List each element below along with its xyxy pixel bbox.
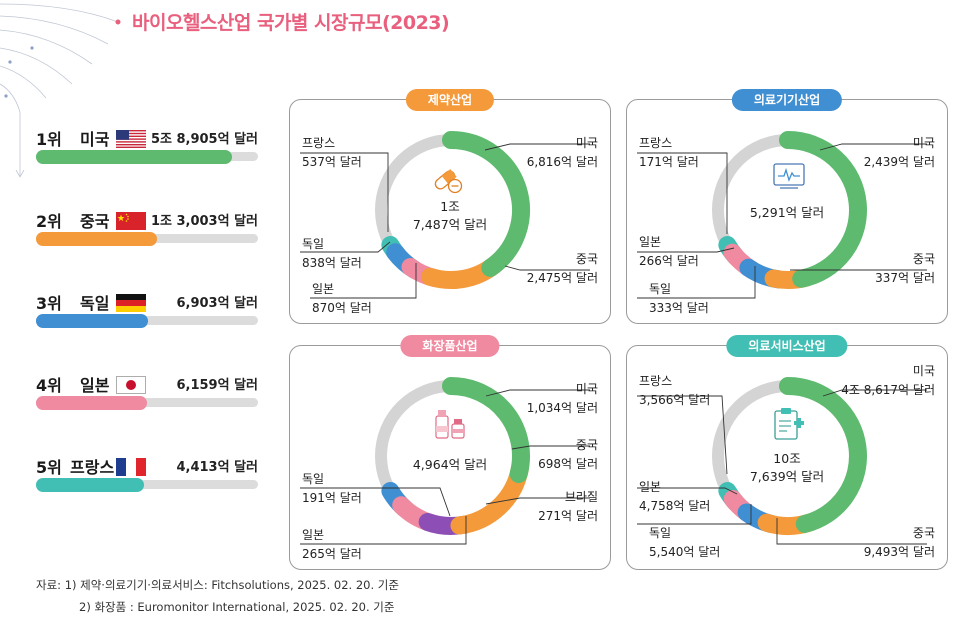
rank-bar-track <box>36 477 258 492</box>
rank-value: 5조 8,905억 달러 <box>150 132 258 147</box>
label-japan: 일본 265억 달러 <box>302 528 362 561</box>
cosmetics-panel: 화장품산업 미국 1,034억 달러 중국 698억 달러 브라질 271억 달러 일… <box>289 335 611 570</box>
rank-value: 4,413억 달러 <box>176 460 258 475</box>
panel-title: 의료기기산업 <box>731 89 843 111</box>
leader-lines <box>637 143 927 299</box>
rank-country: 독일 <box>80 294 110 313</box>
label-us: 미국 4조 8,617억 달러 <box>841 364 935 397</box>
service-donut-chart <box>637 377 927 545</box>
label-japan: 일본 266억 달러 <box>639 235 699 268</box>
cosmetics-icon <box>435 410 465 439</box>
rank-number: 5위 <box>36 458 62 477</box>
rank-country: 미국 <box>80 130 110 149</box>
donut-total: 5,291억 달러 <box>749 205 825 220</box>
monitor-icon <box>773 163 805 189</box>
rank-value: 6,903억 달러 <box>176 296 258 311</box>
rank-bar-track <box>36 149 258 164</box>
rank-row-germany: 3위 독일 6,903억 달러 <box>36 290 258 332</box>
source-note: 자료: 1) 제약·의료기기·의료서비스: Fitchsolutions, 20… <box>36 574 399 618</box>
france-flag-icon <box>116 458 146 476</box>
rank-bar-fill <box>36 477 144 492</box>
rank-row-japan: 4위 일본 6,159억 달러 <box>36 372 258 414</box>
source-line-2: 2) 화장품 : Euromonitor International, 2025… <box>79 600 395 614</box>
germany-flag-icon <box>116 294 146 312</box>
rank-bar-track <box>36 395 258 410</box>
label-germany: 독일 838억 달러 <box>302 237 362 270</box>
rank-bar-track <box>36 313 258 328</box>
label-germany: 독일 333억 달러 <box>649 282 709 315</box>
rank-bar-fill <box>36 313 149 328</box>
rank-row-us: 1위 미국 5조 8,905억 달러 <box>36 126 258 168</box>
clipboard-icon <box>774 408 804 440</box>
label-china: 중국 2,475억 달러 <box>526 252 598 285</box>
donut-total: 4,964억 달러 <box>412 457 488 472</box>
rank-bar-track <box>36 231 258 246</box>
label-germany: 독일 5,540억 달러 <box>649 526 721 559</box>
label-japan: 일본 870억 달러 <box>312 282 372 315</box>
device-panel: 의료기기산업 미국 2,439억 달러 중국 337억 달러 독일 333억 달러 일… <box>626 89 948 324</box>
leader-lines <box>637 389 927 545</box>
label-china: 중국 337억 달러 <box>875 252 935 285</box>
label-japan: 일본 4,758억 달러 <box>639 480 711 513</box>
donut-total: 1조 7,487억 달러 <box>412 199 488 232</box>
label-china: 중국 9,493억 달러 <box>863 526 935 559</box>
cosmetics-donut-chart <box>300 377 590 545</box>
rank-row-france: 5위 프랑스 4,413억 달러 <box>36 454 258 496</box>
panel-title: 제약산업 <box>405 89 495 111</box>
rank-number: 1위 <box>36 130 62 149</box>
japan-flag-icon <box>116 376 146 394</box>
rank-country: 일본 <box>80 376 110 395</box>
label-brazil: 브라질 271억 달러 <box>538 490 598 523</box>
label-us: 미국 6,816억 달러 <box>526 136 598 169</box>
panel-title: 화장품산업 <box>400 335 500 357</box>
label-france: 프랑스 171억 달러 <box>639 136 699 169</box>
rank-bar-fill <box>36 149 232 164</box>
source-line-1: 자료: 1) 제약·의료기기·의료서비스: Fitchsolutions, 20… <box>36 578 399 592</box>
rank-bar-fill <box>36 231 157 246</box>
donut-segment-0 <box>442 377 530 484</box>
pharma-panel: 제약산업 미국 6,816억 달러 중국 2,475억 달러 일본 870억 달러 독… <box>289 89 611 324</box>
service-panel: 의료서비스산업 미국 4조 8,617억 달러 중국 9,493억 달러 독일 5,5… <box>626 335 948 570</box>
us-flag-icon <box>116 130 146 148</box>
pharma-donut-chart <box>300 131 590 299</box>
rank-bar-fill <box>36 395 148 410</box>
leader-lines <box>300 143 590 299</box>
donut-total: 10조 7,639억 달러 <box>749 451 825 484</box>
label-france: 프랑스 3,566억 달러 <box>639 374 711 407</box>
pill-icon <box>434 169 463 194</box>
donut-segment-0 <box>442 131 530 277</box>
decorative-lines <box>0 3 121 178</box>
rank-row-china: 2위 중국 1조 3,003억 달러 <box>36 208 258 250</box>
label-germany: 독일 191억 달러 <box>302 472 362 505</box>
rank-country: 중국 <box>80 212 110 231</box>
label-france: 프랑스 537억 달러 <box>302 136 362 169</box>
panel-title: 의료서비스산업 <box>726 335 848 357</box>
device-donut-chart <box>637 131 927 299</box>
rank-country: 프랑스 <box>70 458 115 477</box>
donut-segments <box>375 377 530 535</box>
donut-segments <box>712 131 867 289</box>
rank-value: 6,159억 달러 <box>176 378 258 393</box>
donut-segment-0 <box>779 131 867 288</box>
label-china: 중국 698억 달러 <box>538 438 598 471</box>
donut-segment-0 <box>779 377 867 533</box>
leader-lines <box>300 389 590 545</box>
label-us: 미국 1,034억 달러 <box>526 382 598 415</box>
donut-segments <box>375 131 530 289</box>
page-title: 바이오헬스산업 국가별 시장규모(2023) <box>132 12 450 34</box>
rank-value: 1조 3,003억 달러 <box>150 214 258 229</box>
rank-number: 4위 <box>36 376 62 395</box>
label-us: 미국 2,439억 달러 <box>863 136 935 169</box>
rank-number: 3위 <box>36 294 62 313</box>
china-flag-icon <box>116 212 146 230</box>
rank-number: 2위 <box>36 212 62 231</box>
